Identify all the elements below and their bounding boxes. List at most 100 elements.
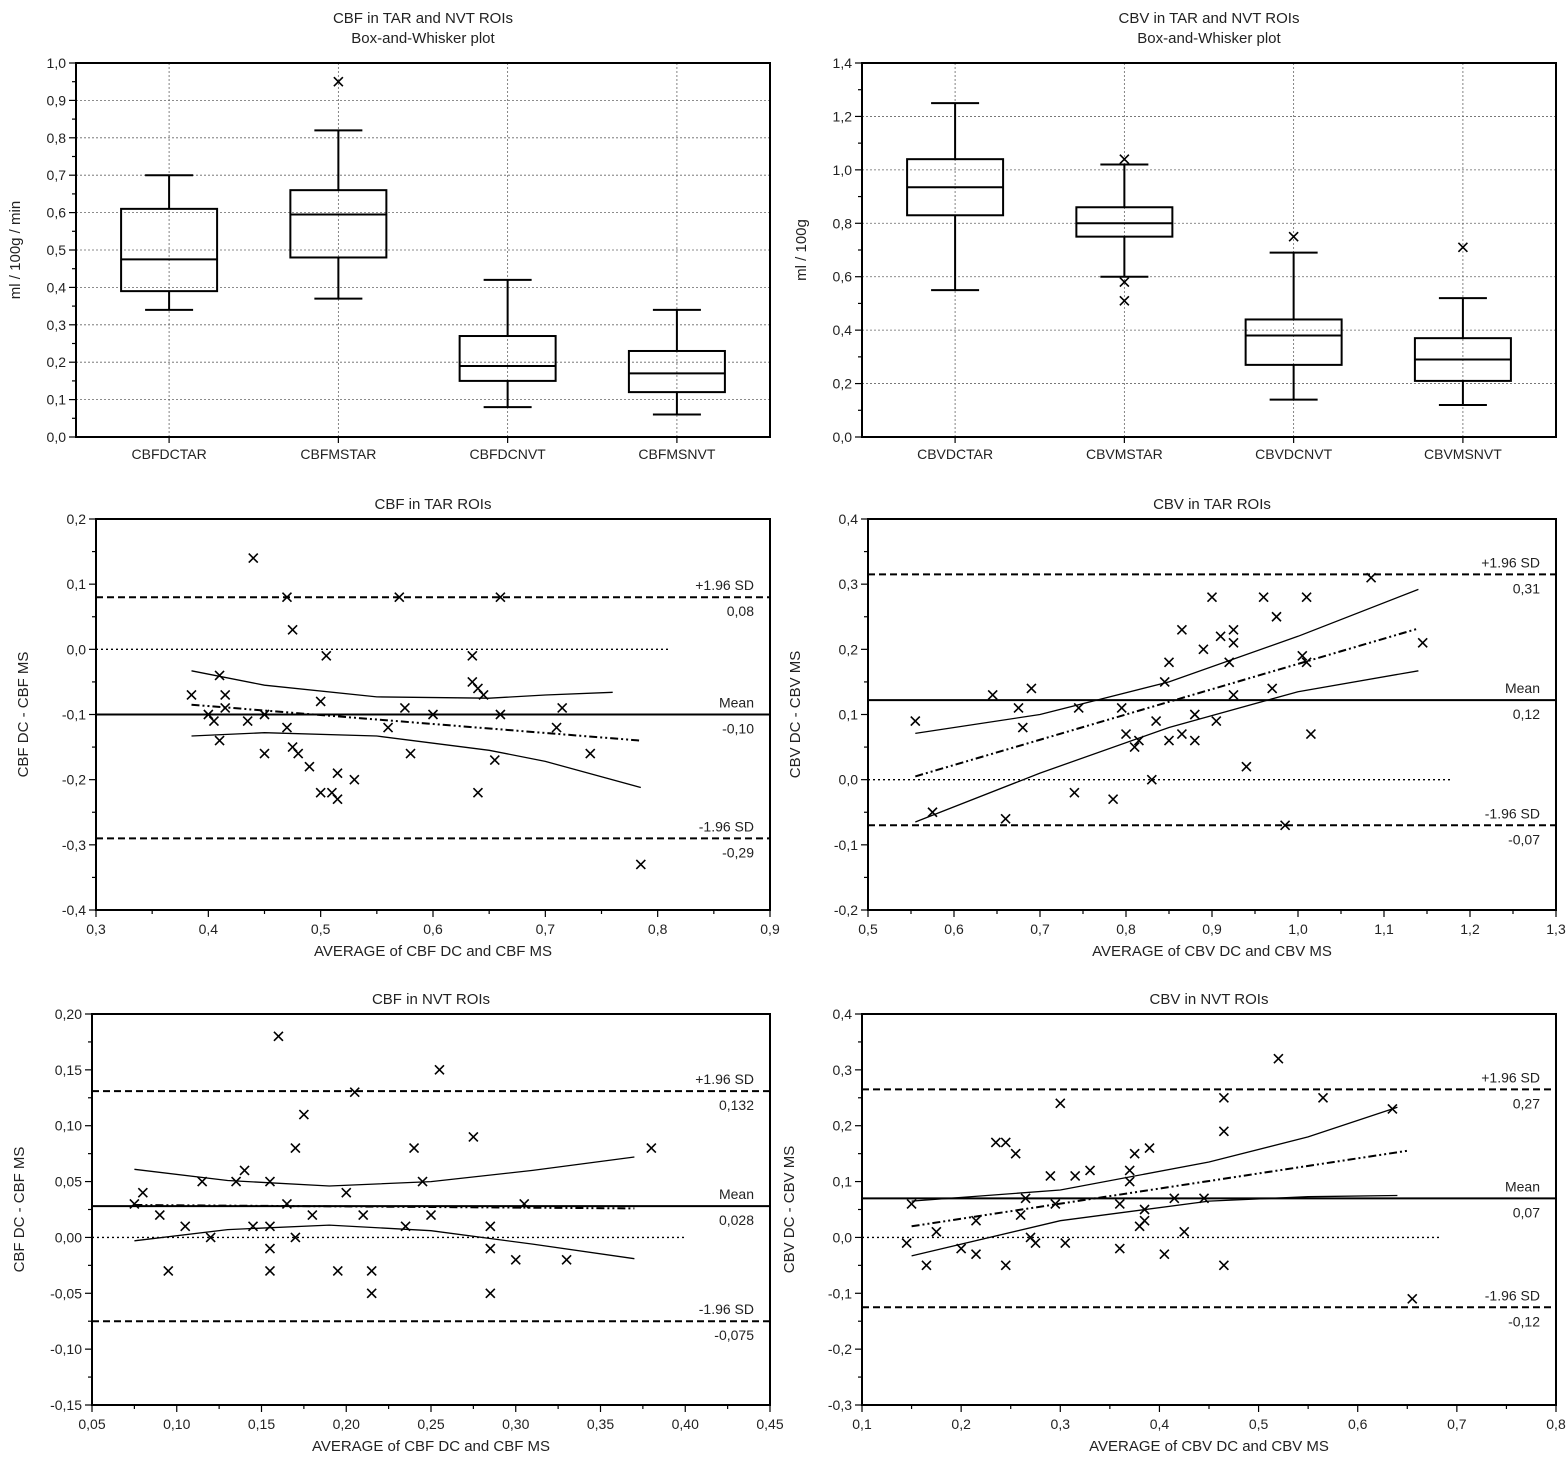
x-tick-label: 0,8 [1116, 921, 1136, 937]
marker-stroke [1073, 702, 1084, 714]
marker-stroke [315, 787, 326, 798]
data-point [1120, 728, 1132, 740]
chart-title: CBV in TAR ROIs [1153, 496, 1271, 513]
data-point [293, 748, 304, 759]
marker-stroke [358, 1210, 369, 1221]
plot-frame [861, 1013, 1557, 1406]
marker-stroke [1146, 774, 1157, 785]
data-point [264, 1221, 276, 1232]
x-category-label: CBFMSTAR [300, 446, 376, 462]
data-point [1000, 1137, 1011, 1148]
y-tick-label: 0,3 [839, 576, 859, 592]
marker-stroke [220, 689, 231, 701]
chart-title: CBF in TAR and NVT ROIs [333, 10, 513, 27]
marker-stroke [1280, 820, 1291, 831]
x-tick-label: 0,45 [756, 1416, 783, 1432]
data-point [1280, 820, 1291, 831]
data-point [1215, 631, 1226, 642]
x-tick-label: 0,5 [858, 921, 878, 937]
data-point [489, 755, 500, 766]
x-tick-label: 0,10 [163, 1416, 190, 1432]
marker-stroke [635, 859, 646, 870]
data-point [332, 794, 343, 805]
y-axis-title: ml / 100g / min [7, 201, 24, 299]
data-point [259, 709, 270, 720]
data-point [1139, 1204, 1150, 1215]
data-point [1211, 715, 1222, 727]
confidence-curve-lower [134, 1224, 635, 1260]
data-point [137, 1187, 148, 1198]
marker-stroke [186, 689, 197, 701]
marker-stroke [1159, 1249, 1170, 1260]
data-point [1114, 1243, 1125, 1254]
marker-stroke [1228, 637, 1239, 648]
regression-line [915, 627, 1419, 778]
y-tick-label: 0,4 [839, 511, 859, 527]
data-point [910, 715, 921, 727]
data-point [1139, 1215, 1150, 1226]
marker-stroke [326, 787, 337, 798]
upper-limit-value: 0,08 [727, 603, 754, 619]
marker-stroke [290, 1142, 301, 1154]
x-axis-title: AVERAGE of CBV DC and CBV MS [1092, 943, 1332, 960]
data-point [315, 787, 326, 798]
y-tick-label: 0,4 [833, 322, 853, 338]
confidence-curve-upper [915, 588, 1419, 735]
marker-stroke [1119, 295, 1130, 306]
data-point [332, 1265, 343, 1277]
data-point [1228, 624, 1239, 635]
data-point [427, 709, 439, 720]
marker-stroke [417, 1176, 428, 1187]
data-point [273, 1031, 284, 1042]
marker-stroke [467, 676, 478, 687]
marker-stroke [1030, 1237, 1041, 1249]
data-point [1084, 1165, 1096, 1176]
data-point [1273, 1053, 1284, 1064]
data-point [901, 1237, 912, 1249]
marker-stroke [519, 1198, 530, 1209]
outlier-marker [1119, 295, 1130, 306]
y-tick-label: 0,2 [67, 511, 87, 527]
data-point [1163, 657, 1175, 668]
x-tick-label: 0,3 [1051, 1416, 1071, 1432]
x-category-label: CBFDCTAR [132, 446, 207, 462]
data-point [1218, 1092, 1229, 1103]
marker-stroke [472, 787, 483, 798]
data-point [290, 1232, 301, 1243]
mean-value: 0,028 [719, 1212, 754, 1228]
data-point [510, 1254, 521, 1265]
marker-stroke [259, 748, 270, 759]
outlier-marker [333, 76, 344, 87]
data-point [495, 592, 506, 603]
marker-stroke [906, 1198, 917, 1209]
outlier-marker [1119, 276, 1130, 288]
data-point [1124, 1165, 1135, 1176]
y-tick-label: 0,2 [839, 641, 859, 657]
y-tick-label: 0,5 [47, 242, 67, 258]
confidence-curve-upper [134, 1156, 635, 1187]
data-point [1228, 637, 1239, 648]
y-axis-title: CBF DC - CBF MS [11, 1147, 28, 1273]
marker-stroke [1151, 715, 1162, 727]
box-iqr [289, 189, 388, 259]
box-cbfmstar [289, 76, 388, 300]
marker-stroke [247, 1221, 259, 1232]
data-point [400, 1221, 411, 1232]
data-point [298, 1109, 309, 1120]
data-point [186, 689, 197, 701]
marker-stroke [1017, 722, 1028, 733]
marker-stroke [557, 702, 568, 714]
x-tick-label: 0,20 [333, 1416, 360, 1432]
marker-stroke [1218, 1260, 1229, 1271]
data-point [304, 761, 315, 772]
x-tick-label: 0,1 [852, 1416, 872, 1432]
data-point [1301, 657, 1312, 668]
box-cbfmsnvt [627, 308, 726, 416]
x-tick-label: 0,7 [1447, 1416, 1467, 1432]
data-point [247, 1221, 259, 1232]
data-point [281, 592, 293, 603]
data-point [519, 1198, 530, 1209]
data-point [1069, 787, 1080, 798]
y-tick-label: 1,0 [47, 55, 67, 71]
outlier-marker [1457, 242, 1468, 253]
